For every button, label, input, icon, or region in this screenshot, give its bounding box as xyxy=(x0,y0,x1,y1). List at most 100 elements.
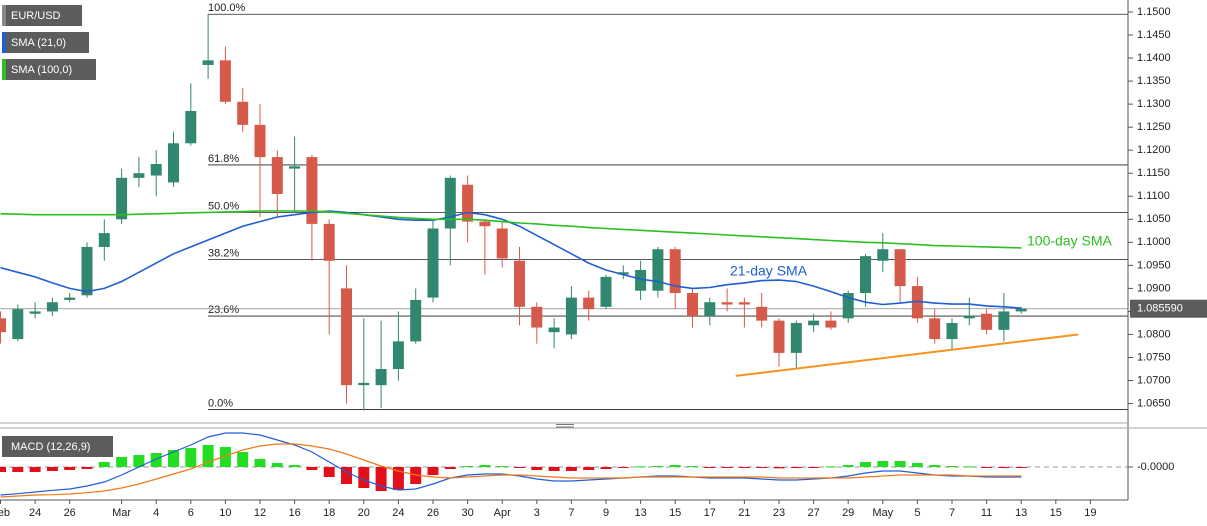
macd-bar xyxy=(860,462,871,467)
legend-box[interactable] xyxy=(2,59,96,80)
macd-bar xyxy=(825,466,837,468)
macd-title: MACD (12,26,9) xyxy=(11,441,90,453)
candle-body xyxy=(548,327,560,333)
candle-body xyxy=(323,223,335,261)
legend-swatch xyxy=(2,32,6,53)
macd-bar xyxy=(963,466,975,468)
candle-body xyxy=(375,369,387,386)
macd-bar xyxy=(721,467,733,468)
trendline xyxy=(735,333,1079,377)
macd-bar xyxy=(116,457,128,467)
x-tick-label: 7 xyxy=(568,507,574,519)
y-tick-label: 1.1450 xyxy=(1137,29,1171,41)
macd-bar xyxy=(877,461,889,467)
candle-body xyxy=(911,286,923,319)
last-price-box xyxy=(1130,299,1207,318)
macd-bar xyxy=(565,467,577,471)
candle-body xyxy=(929,318,941,340)
macd-bar xyxy=(669,465,681,467)
candle-body xyxy=(12,309,24,340)
x-tick-label: 24 xyxy=(29,507,41,519)
macd-bar xyxy=(427,467,439,475)
fib-label: 50.0% xyxy=(208,200,239,212)
candle-body xyxy=(410,299,422,342)
macd-bar xyxy=(929,465,941,467)
y-tick-label: 1.1300 xyxy=(1137,98,1171,110)
x-tick-label: 26 xyxy=(427,507,439,519)
x-tick-label: Feb xyxy=(0,507,10,519)
x-tick-label: 30 xyxy=(461,507,473,519)
macd-bar xyxy=(462,466,474,467)
candle-body xyxy=(479,221,491,227)
macd-bar xyxy=(375,467,387,491)
annotation: 100-day SMA xyxy=(1027,233,1112,249)
macd-bar xyxy=(306,467,318,470)
x-tick-label: 10 xyxy=(219,507,231,519)
candle-body xyxy=(600,276,612,307)
macd-bar xyxy=(842,465,854,467)
candle-body xyxy=(790,322,802,353)
candle-body xyxy=(998,311,1010,330)
candle-body xyxy=(150,164,162,176)
macd-bar xyxy=(1015,467,1027,468)
macd-bar xyxy=(548,467,560,471)
candle-body xyxy=(860,256,871,294)
candle-body xyxy=(0,318,6,333)
candle-body xyxy=(514,260,525,307)
candle-body xyxy=(289,166,301,169)
macd-bar xyxy=(29,467,41,472)
x-tick-label: 19 xyxy=(1084,507,1096,519)
candle-body xyxy=(271,157,283,194)
candle-body xyxy=(444,177,456,229)
macd-bar xyxy=(911,463,923,467)
candle-body xyxy=(687,293,698,317)
x-tick-label: 21 xyxy=(738,507,750,519)
macd-bar xyxy=(46,467,58,471)
x-tick-label: 27 xyxy=(807,507,819,519)
x-tick-label: 9 xyxy=(603,507,609,519)
candle-body xyxy=(652,249,664,291)
axes: 1.06501.07001.07501.08001.08501.09001.09… xyxy=(0,6,1174,519)
x-tick-label: 15 xyxy=(669,507,681,519)
candle-body xyxy=(565,297,577,335)
macd-bar xyxy=(81,467,93,469)
legend-swatch xyxy=(2,5,6,26)
panel-handle[interactable] xyxy=(556,424,574,428)
macd-bar xyxy=(185,448,197,467)
legend-swatch xyxy=(2,59,6,80)
candle-body xyxy=(358,382,370,386)
y-tick-label: 1.1400 xyxy=(1137,52,1171,64)
legend: EUR/USD SMA (21,0) SMA (100,0) MACD (12,… xyxy=(2,5,113,457)
macd-bar xyxy=(756,467,768,468)
candle-body xyxy=(531,306,543,328)
legend-box[interactable] xyxy=(2,5,82,26)
candle-body xyxy=(64,297,76,300)
y-tick-label: 1.1250 xyxy=(1137,121,1171,133)
legend-box[interactable] xyxy=(2,32,89,53)
x-tick-label: 23 xyxy=(773,507,785,519)
candle-body xyxy=(963,316,975,319)
macd-bar xyxy=(0,467,6,472)
macd-bar xyxy=(479,465,491,467)
x-tick-label: 24 xyxy=(392,507,404,519)
macd-bar xyxy=(514,467,525,468)
fib-label: 23.6% xyxy=(208,304,239,316)
legend-box[interactable] xyxy=(2,436,113,457)
x-tick-label: Apr xyxy=(494,507,511,519)
candle-body xyxy=(81,246,93,296)
candle-body xyxy=(894,249,906,287)
candle-body xyxy=(46,302,58,312)
y-tick-label: 1.0650 xyxy=(1137,397,1171,409)
candle-body xyxy=(496,228,508,259)
candle-body xyxy=(1015,308,1027,312)
candle-body xyxy=(808,320,820,326)
macd-bar xyxy=(981,467,993,468)
sma-line xyxy=(0,210,1022,249)
legend-label: SMA (21,0) xyxy=(11,37,66,49)
macd-bar xyxy=(496,466,508,467)
macd-bar xyxy=(271,463,283,467)
macd-bar xyxy=(894,461,906,467)
macd-bar xyxy=(808,467,820,468)
